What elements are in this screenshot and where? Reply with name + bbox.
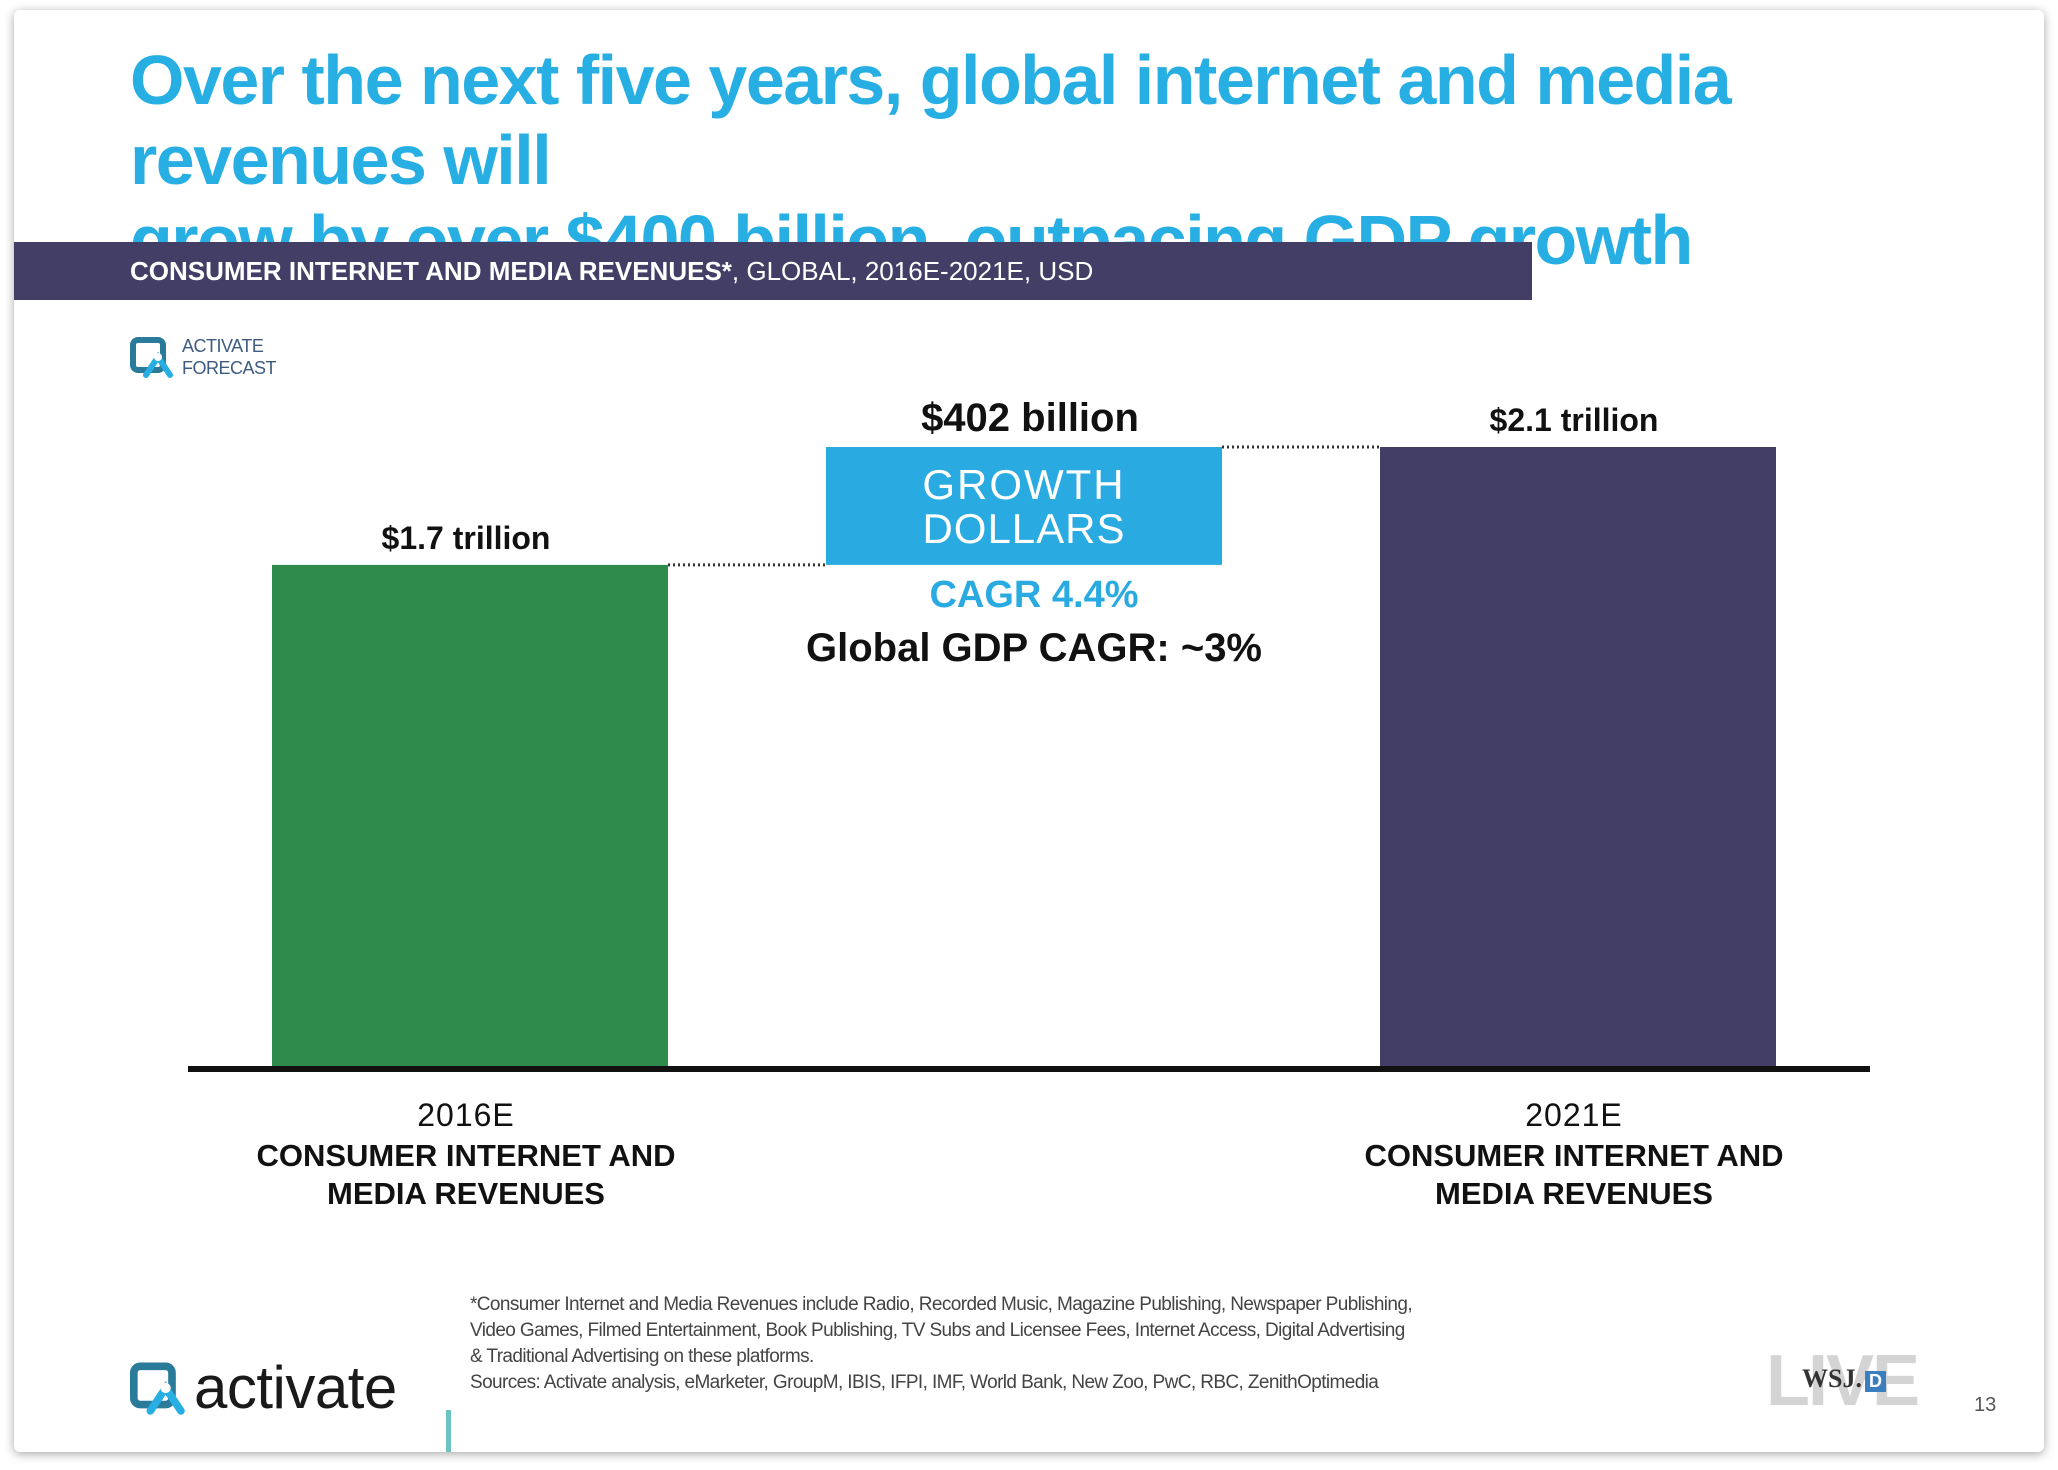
- footnote-line-1: *Consumer Internet and Media Revenues in…: [470, 1294, 1413, 1315]
- slide: Over the next five years, global interne…: [14, 10, 2044, 1452]
- wsj-live-logo: LIVE WSJ. D: [1766, 1341, 1946, 1421]
- cagr-annotation: CAGR 4.4%: [929, 574, 1138, 616]
- forecast-badge-line-2: FORECAST: [182, 358, 277, 378]
- page-number: 13: [1974, 1394, 1997, 1416]
- forecast-badge-text: ACTIVATE FORECAST: [182, 335, 277, 379]
- chart-subtitle-banner: CONSUMER INTERNET AND MEDIA REVENUES*, G…: [14, 242, 1532, 300]
- footnote: *Consumer Internet and Media Revenues in…: [470, 1292, 1720, 1396]
- category-sublabel-2021e-line-2: MEDIA REVENUES: [1435, 1176, 1713, 1211]
- footnote-line-3: & Traditional Advertising on these platf…: [470, 1346, 814, 1367]
- bar-2016e: [272, 564, 668, 1066]
- footnote-line-2: Video Games, Filmed Entertainment, Book …: [470, 1320, 1405, 1341]
- value-label-2021e: $2.1 trillion: [1490, 402, 1659, 438]
- value-label-2016e: $1.7 trillion: [382, 520, 551, 556]
- sources-line: Sources: Activate analysis, eMarketer, G…: [470, 1372, 1379, 1393]
- bar-2021e: [1380, 447, 1776, 1066]
- category-sublabel-2021e-line-1: CONSUMER INTERNET AND: [1364, 1138, 1783, 1173]
- activate-brand-icon: [130, 1362, 185, 1415]
- wsj-d-badge: D: [1864, 1370, 1886, 1392]
- wsj-text: WSJ.: [1802, 1364, 1862, 1393]
- revenue-bar-chart: $1.7 trillion $2.1 trillion $402 billion…: [188, 396, 1870, 1211]
- activate-logo-icon: [130, 337, 173, 378]
- wsj-logo-text: WSJ. D: [1802, 1364, 1886, 1394]
- growth-dollars-box: [826, 447, 1222, 565]
- activate-forecast-badge: ACTIVATE FORECAST: [130, 335, 277, 379]
- growth-value-label: $402 billion: [921, 396, 1139, 440]
- growth-box-text-line-2: DOLLARS: [922, 505, 1125, 552]
- category-label-2021e: 2021E: [1525, 1097, 1623, 1133]
- live-watermark-text: LIVE: [1766, 1341, 1920, 1421]
- growth-box-text-line-1: GROWTH: [922, 461, 1125, 508]
- category-sublabel-2016e-line-1: CONSUMER INTERNET AND: [256, 1138, 675, 1173]
- footer-accent-bar: [446, 1410, 451, 1452]
- slide-title-line-1: Over the next five years, global interne…: [130, 41, 1732, 199]
- forecast-badge-line-1: ACTIVATE: [182, 336, 264, 356]
- brand-wordmark: activate: [194, 1354, 397, 1421]
- activate-brand-logo: activate: [130, 1358, 397, 1418]
- banner-rest-text: , GLOBAL, 2016E-2021E, USD: [731, 256, 1094, 286]
- gdp-cagr-annotation: Global GDP CAGR: ~3%: [806, 626, 1262, 670]
- banner-bold-text: CONSUMER INTERNET AND MEDIA REVENUES*: [130, 256, 732, 286]
- category-label-2016e: 2016E: [417, 1097, 515, 1133]
- category-sublabel-2016e-line-2: MEDIA REVENUES: [327, 1176, 605, 1211]
